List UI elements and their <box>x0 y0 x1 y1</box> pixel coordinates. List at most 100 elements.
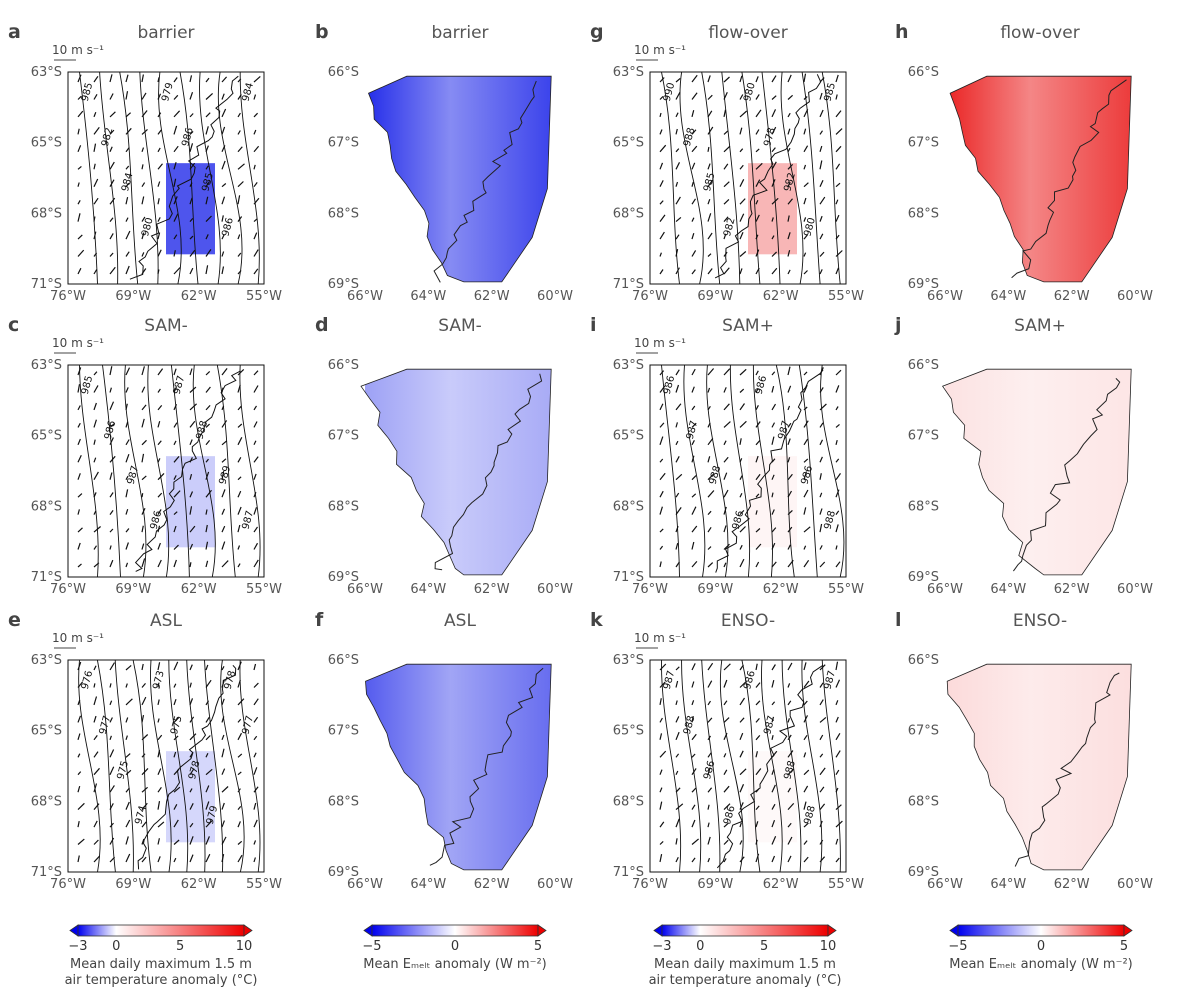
wind-vector <box>819 269 823 275</box>
wind-vector <box>755 249 760 257</box>
wind-vector <box>205 234 209 240</box>
wind-vector <box>739 213 745 222</box>
wind-vector <box>221 560 229 568</box>
isobar-label: 980 <box>742 81 758 102</box>
wind-vector <box>771 179 776 187</box>
wind-vector <box>125 853 131 863</box>
wind-vector <box>835 250 843 257</box>
wind-vector <box>189 197 193 205</box>
wind-vector <box>109 252 114 257</box>
wind-vector <box>157 217 161 222</box>
lat-tick-label: 71°S <box>31 277 62 292</box>
wind-vector <box>787 734 792 741</box>
wind-vector <box>755 421 761 428</box>
wind-vector <box>221 698 225 706</box>
isobar-line <box>239 71 260 285</box>
wind-vector <box>77 681 84 688</box>
wind-vector <box>77 542 81 550</box>
wind-vector <box>803 856 809 863</box>
wind-vector <box>205 145 209 153</box>
wind-vector <box>659 458 664 463</box>
wind-vector <box>93 855 101 863</box>
wind-vector <box>675 234 680 240</box>
wind-vector <box>141 182 146 188</box>
wind-vector <box>173 267 181 275</box>
isobar-line <box>96 659 116 873</box>
panel-title: SAM+ <box>1014 316 1066 336</box>
wind-vector <box>755 267 760 275</box>
wind-vector <box>723 130 729 135</box>
wind-vector <box>819 403 827 411</box>
wind-vector <box>691 475 697 481</box>
colorbar-tick: 10 <box>820 939 837 954</box>
wind-vector <box>691 753 696 758</box>
wind-vector <box>691 857 696 863</box>
wind-vector <box>819 734 824 741</box>
wind-vector <box>819 492 823 498</box>
wind-vector <box>787 269 791 275</box>
wind-vector <box>819 803 826 810</box>
wind-vector <box>803 270 808 275</box>
wind-vector <box>675 838 678 845</box>
wind-vector <box>173 162 177 170</box>
wind-vector <box>675 473 683 481</box>
wind-vector <box>141 439 147 446</box>
wind-vector <box>819 130 823 135</box>
wind-vector <box>771 474 775 480</box>
wind-vector <box>125 664 132 671</box>
ice-shelf-edge <box>949 75 1132 283</box>
wind-vector <box>803 785 809 793</box>
wind-vector <box>237 821 241 828</box>
wind-vector <box>157 368 164 376</box>
wind-vector <box>157 821 165 828</box>
isobar-line <box>821 659 841 873</box>
wind-vector <box>77 145 82 153</box>
lat-tick-label: 68°S <box>908 794 939 809</box>
wind-vector <box>157 856 161 863</box>
wind-vector <box>755 148 760 153</box>
lon-tick-label: 62°W <box>474 877 510 892</box>
lat-tick-label: 63°S <box>31 65 62 80</box>
panel-e: e ASL 976 977 975 974 973 975 978 979 978 977 10 m s… <box>8 609 282 892</box>
colorbar-max-arrow <box>537 924 547 937</box>
lon-tick-label: 69°W <box>115 289 151 304</box>
wind-vector <box>221 786 229 793</box>
isobar-line <box>701 71 721 285</box>
wind-vector <box>659 129 663 135</box>
wind-vector <box>739 768 747 776</box>
wind-vector <box>189 788 193 793</box>
wind-vector <box>707 213 712 222</box>
lon-tick-label: 69°W <box>115 582 151 597</box>
wind-vector <box>787 198 793 205</box>
isobar-line <box>102 364 121 578</box>
wind-vector <box>77 838 85 845</box>
wind-vector <box>835 182 841 188</box>
wind-vector <box>723 92 728 100</box>
wind-vector <box>835 820 843 828</box>
wind-vector <box>93 510 97 515</box>
wind-vector <box>787 232 791 240</box>
wind-vector <box>787 74 792 83</box>
wind-vector <box>771 784 776 793</box>
wind-vector <box>707 857 711 863</box>
panel-letter: i <box>590 314 597 336</box>
wind-vector <box>125 683 128 688</box>
lat-tick-label: 67°S <box>908 724 939 739</box>
wind-vector <box>707 680 713 688</box>
isobar-label: 986 <box>220 216 236 237</box>
wind-vector <box>157 269 160 275</box>
isobar-label: 984 <box>120 171 136 192</box>
wind-vector <box>803 545 807 550</box>
wind-vector <box>659 214 666 222</box>
wind-vector <box>93 562 100 568</box>
isobar-line <box>139 71 159 285</box>
wind-vector <box>125 562 129 568</box>
wind-vector <box>771 436 775 445</box>
wind-vector <box>189 420 196 428</box>
wind-vector <box>803 769 810 776</box>
isobar-line <box>199 71 221 285</box>
colorbar-min-arrow <box>653 924 663 937</box>
wind-vector <box>819 233 824 240</box>
lat-tick-label: 69°S <box>908 865 939 880</box>
wind-vector <box>675 403 682 411</box>
